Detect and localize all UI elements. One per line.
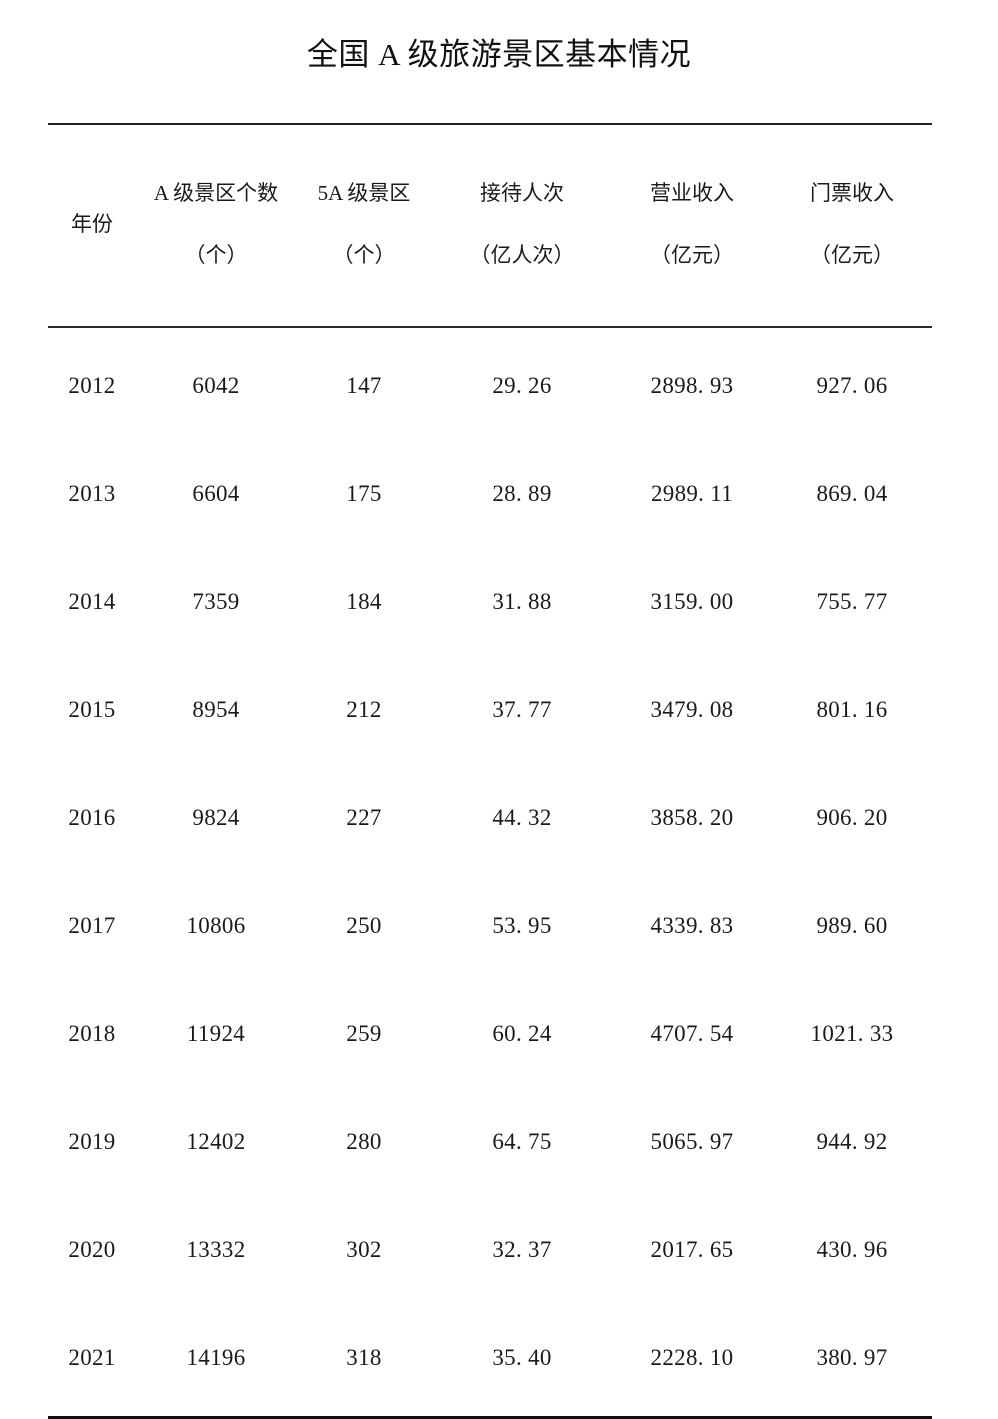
cell-visits: 44. 32: [492, 805, 552, 830]
cell-aaaaa-count: 302: [346, 1237, 382, 1262]
cell-year: 2013: [68, 481, 116, 506]
cell-a-level-count: 13332: [186, 1237, 246, 1262]
cell-revenue: 2017. 65: [650, 1237, 734, 1262]
cell-visits: 35. 40: [492, 1345, 552, 1370]
cell-visits: 29. 26: [492, 373, 552, 398]
cell-year: 2020: [68, 1237, 116, 1262]
table-row: 2013 6604 175 28. 89 2989. 11 869. 04: [48, 440, 932, 548]
cell-year: 2014: [68, 589, 116, 614]
cell-ticket-revenue: 801. 16: [816, 697, 888, 722]
column-header-5a-count-line1: 5A 级景区: [317, 181, 411, 205]
cell-visits: 64. 75: [492, 1129, 552, 1154]
column-header-a-level-count-line1: A 级景区个数: [153, 181, 279, 205]
cell-revenue: 5065. 97: [650, 1129, 734, 1154]
cell-ticket-revenue: 430. 96: [816, 1237, 888, 1262]
column-header-visits: 接待人次 （亿人次）: [432, 124, 612, 327]
table-container: 年份 A 级景区个数 （个） 5A 级景区 （个） 接待人次 （亿人次）: [48, 123, 932, 1419]
cell-ticket-revenue: 906. 20: [816, 805, 888, 830]
column-header-visits-line1: 接待人次: [480, 181, 564, 205]
table-row: 2016 9824 227 44. 32 3858. 20 906. 20: [48, 764, 932, 872]
cell-year: 2021: [68, 1345, 116, 1370]
cell-a-level-count: 6604: [192, 481, 240, 506]
cell-visits: 53. 95: [492, 913, 552, 938]
cell-a-level-count: 14196: [186, 1345, 246, 1370]
cell-aaaaa-count: 147: [346, 373, 382, 398]
table-row: 2020 13332 302 32. 37 2017. 65 430. 96: [48, 1196, 932, 1304]
cell-visits: 37. 77: [492, 697, 552, 722]
cell-aaaaa-count: 212: [346, 697, 382, 722]
cell-revenue: 3159. 00: [650, 589, 734, 614]
cell-aaaaa-count: 259: [346, 1021, 382, 1046]
statistics-table: 年份 A 级景区个数 （个） 5A 级景区 （个） 接待人次 （亿人次）: [48, 123, 932, 1419]
cell-aaaaa-count: 318: [346, 1345, 382, 1370]
column-header-ticket-revenue-unit: （亿元）: [810, 243, 894, 267]
cell-visits: 28. 89: [492, 481, 552, 506]
cell-ticket-revenue: 1021. 33: [810, 1021, 894, 1046]
table-header-row: 年份 A 级景区个数 （个） 5A 级景区 （个） 接待人次 （亿人次）: [48, 124, 932, 327]
cell-revenue: 2228. 10: [650, 1345, 734, 1370]
column-header-revenue-line1: 营业收入: [650, 181, 734, 205]
column-header-a-level-count: A 级景区个数 （个）: [136, 124, 296, 327]
page-title: 全国 A 级旅游景区基本情况: [306, 37, 692, 72]
cell-revenue: 3858. 20: [650, 805, 734, 830]
table-row: 2015 8954 212 37. 77 3479. 08 801. 16: [48, 656, 932, 764]
table-row: 2012 6042 147 29. 26 2898. 93 927. 06: [48, 327, 932, 440]
cell-visits: 60. 24: [492, 1021, 552, 1046]
column-header-a-level-count-unit: （个）: [184, 243, 248, 267]
cell-a-level-count: 6042: [192, 373, 240, 398]
cell-a-level-count: 11924: [186, 1021, 246, 1046]
cell-ticket-revenue: 869. 04: [816, 481, 888, 506]
cell-year: 2018: [68, 1021, 116, 1046]
cell-revenue: 4339. 83: [650, 913, 734, 938]
cell-ticket-revenue: 755. 77: [816, 589, 888, 614]
column-header-year: 年份: [48, 124, 136, 327]
column-header-ticket-revenue-line1: 门票收入: [810, 181, 894, 205]
cell-year: 2015: [68, 697, 116, 722]
cell-aaaaa-count: 250: [346, 913, 382, 938]
cell-aaaaa-count: 175: [346, 481, 382, 506]
column-header-year-line1: 年份: [71, 212, 113, 236]
cell-revenue: 4707. 54: [650, 1021, 734, 1046]
column-header-revenue: 营业收入 （亿元）: [612, 124, 772, 327]
cell-year: 2012: [68, 373, 116, 398]
cell-revenue: 3479. 08: [650, 697, 734, 722]
cell-ticket-revenue: 989. 60: [816, 913, 888, 938]
column-header-ticket-revenue: 门票收入 （亿元）: [772, 124, 932, 327]
cell-a-level-count: 7359: [192, 589, 240, 614]
table-row: 2019 12402 280 64. 75 5065. 97 944. 92: [48, 1088, 932, 1196]
cell-year: 2016: [68, 805, 116, 830]
cell-ticket-revenue: 380. 97: [816, 1345, 888, 1370]
cell-aaaaa-count: 184: [346, 589, 382, 614]
cell-revenue: 2898. 93: [650, 373, 734, 398]
cell-ticket-revenue: 927. 06: [816, 373, 888, 398]
cell-a-level-count: 10806: [186, 913, 246, 938]
cell-revenue: 2989. 11: [650, 481, 734, 506]
column-header-5a-count: 5A 级景区 （个）: [296, 124, 432, 327]
cell-a-level-count: 12402: [186, 1129, 246, 1154]
table-row: 2017 10806 250 53. 95 4339. 83 989. 60: [48, 872, 932, 980]
cell-visits: 31. 88: [492, 589, 552, 614]
cell-ticket-revenue: 944. 92: [816, 1129, 888, 1154]
cell-a-level-count: 8954: [192, 697, 240, 722]
cell-year: 2019: [68, 1129, 116, 1154]
column-header-revenue-unit: （亿元）: [650, 243, 734, 267]
cell-year: 2017: [68, 913, 116, 938]
table-header: 年份 A 级景区个数 （个） 5A 级景区 （个） 接待人次 （亿人次）: [48, 124, 932, 327]
table-row: 2018 11924 259 60. 24 4707. 54 1021. 33: [48, 980, 932, 1088]
cell-visits: 32. 37: [492, 1237, 552, 1262]
table-row: 2021 14196 318 35. 40 2228. 10 380. 97: [48, 1304, 932, 1418]
cell-a-level-count: 9824: [192, 805, 240, 830]
column-header-5a-count-unit: （个）: [332, 243, 396, 267]
cell-aaaaa-count: 280: [346, 1129, 382, 1154]
table-row: 2014 7359 184 31. 88 3159. 00 755. 77: [48, 548, 932, 656]
column-header-visits-unit: （亿人次）: [469, 243, 575, 267]
cell-aaaaa-count: 227: [346, 805, 382, 830]
table-body: 2012 6042 147 29. 26 2898. 93 927. 06 2013 6604…: [48, 327, 932, 1418]
